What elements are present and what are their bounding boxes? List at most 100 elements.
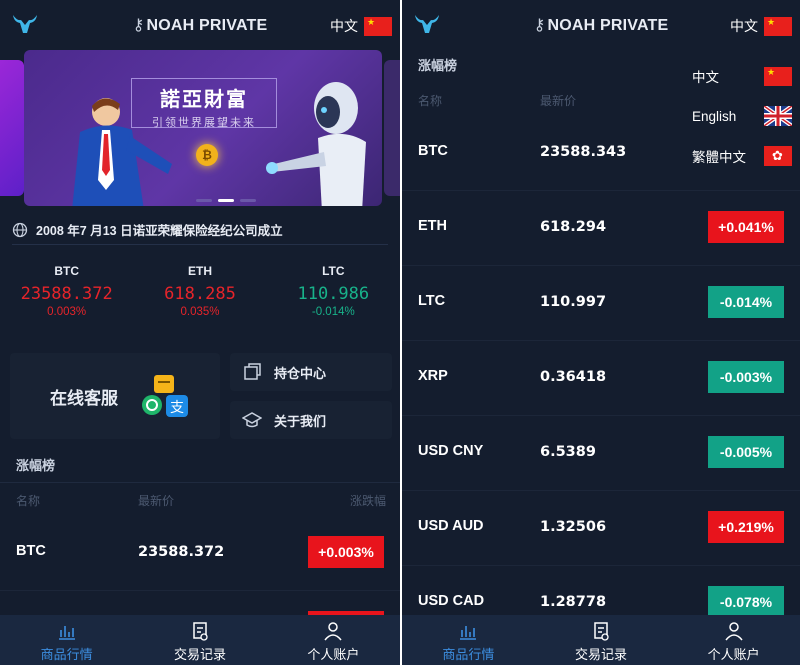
chat-apps-icon: 支 bbox=[142, 375, 188, 417]
user-icon bbox=[324, 622, 342, 641]
carousel-dot[interactable] bbox=[196, 199, 212, 202]
next-row-badge-edge bbox=[308, 611, 384, 615]
ticker-strip: BTC 23588.372 0.003% ETH 618.285 0.035% … bbox=[0, 260, 400, 330]
nav-market[interactable]: 商品行情 bbox=[0, 615, 133, 665]
nav-account[interactable]: 个人账户 bbox=[267, 615, 400, 665]
change-badge: -0.014% bbox=[708, 286, 784, 318]
bull-logo-icon[interactable] bbox=[12, 13, 38, 35]
carousel-dot[interactable] bbox=[240, 199, 256, 202]
online-service-card[interactable]: 在线客服 支 bbox=[10, 353, 220, 439]
change-badge: -0.005% bbox=[708, 436, 784, 468]
hong-kong-flag-icon bbox=[764, 146, 792, 166]
about-us-card[interactable]: 关于我们 bbox=[230, 401, 392, 439]
svg-text:支: 支 bbox=[170, 400, 184, 416]
gainers-section-title: 涨幅榜 bbox=[0, 455, 400, 474]
table-row[interactable]: USD AUD 1.32506 +0.219% bbox=[402, 491, 800, 566]
brand-title: ⚷ NOAH PRIVATE bbox=[0, 15, 400, 35]
language-switch[interactable]: 中文 bbox=[730, 16, 792, 36]
key-icon: ⚷ bbox=[132, 17, 145, 34]
home-screen: ⚷NOAH PRIVATE 中文 諾亞財富 引领世界展望未来 ₿ bbox=[0, 0, 400, 665]
graduation-cap-icon bbox=[242, 412, 262, 428]
nav-market-label: 商品行情 bbox=[442, 647, 495, 662]
row-price: 23588.372 bbox=[138, 544, 225, 560]
lang-option-label: English bbox=[692, 108, 737, 124]
nav-trades[interactable]: 交易记录 bbox=[133, 615, 266, 665]
records-icon bbox=[594, 622, 609, 641]
row-price: 0.36418 bbox=[540, 369, 607, 385]
table-row[interactable]: LTC 110.997 -0.014% bbox=[402, 266, 800, 341]
china-flag-icon bbox=[364, 16, 392, 36]
bitcoin-coin-icon: ₿ bbox=[196, 144, 218, 166]
language-label: 中文 bbox=[330, 18, 358, 34]
table-row[interactable]: ETH 618.294 +0.041% bbox=[402, 191, 800, 266]
ticker-eth[interactable]: ETH 618.285 0.035% bbox=[133, 260, 266, 330]
table-row[interactable]: USD CNY 6.5389 -0.005% bbox=[402, 416, 800, 491]
ticker-btc[interactable]: BTC 23588.372 0.003% bbox=[0, 260, 133, 330]
row-name: ETH bbox=[418, 218, 447, 234]
nav-trades[interactable]: 交易记录 bbox=[535, 615, 668, 665]
row-price: 1.32506 bbox=[540, 519, 607, 535]
banner-subtitle: 引领世界展望未来 bbox=[152, 117, 256, 129]
row-name: XRP bbox=[418, 368, 448, 384]
ticker-ltc[interactable]: LTC 110.986 -0.014% bbox=[267, 260, 400, 330]
nav-account-label: 个人账户 bbox=[307, 647, 360, 662]
table-row[interactable]: BTC 23588.343 bbox=[402, 116, 800, 191]
positions-label: 持仓中心 bbox=[274, 365, 327, 381]
records-icon bbox=[193, 622, 208, 641]
row-price: 6.5389 bbox=[540, 444, 596, 460]
announcement-bar[interactable]: 2008 年7 月13 日诺亚荣耀保险经纪公司成立 bbox=[12, 215, 388, 245]
banner-carousel[interactable]: 諾亞財富 引领世界展望未来 ₿ bbox=[0, 50, 400, 208]
language-dropdown: 中文 English 繁體中文 bbox=[692, 56, 792, 166]
businessman-illustration bbox=[72, 98, 172, 206]
positions-center-card[interactable]: 持仓中心 bbox=[230, 353, 392, 391]
language-switch[interactable]: 中文 bbox=[330, 16, 392, 36]
language-label: 中文 bbox=[730, 18, 758, 34]
col-price: 最新价 bbox=[540, 94, 577, 108]
carousel-dot-active[interactable] bbox=[218, 199, 234, 202]
table-row[interactable]: BTC 23588.372 +0.003% bbox=[0, 516, 400, 591]
globe-icon bbox=[12, 222, 28, 237]
top-bar: ⚷ NOAH PRIVATE 中文 bbox=[402, 0, 800, 50]
announcement-text: 2008 年7 月13 日诺亚荣耀保险经纪公司成立 bbox=[36, 224, 283, 238]
nav-trades-label: 交易记录 bbox=[575, 647, 628, 662]
change-badge: +0.003% bbox=[308, 536, 384, 568]
row-price: 110.997 bbox=[540, 294, 607, 310]
carousel-indicators bbox=[196, 199, 256, 202]
top-bar: ⚷ NOAH PRIVATE 中文 bbox=[0, 0, 400, 50]
about-us-label: 关于我们 bbox=[274, 413, 327, 429]
ticker-change: -0.014% bbox=[311, 306, 355, 318]
banner-next-slide bbox=[384, 60, 400, 196]
table-row[interactable]: XRP 0.36418 -0.003% bbox=[402, 341, 800, 416]
brand-text: NOAH PRIVATE bbox=[547, 17, 669, 34]
col-name: 名称 bbox=[16, 494, 41, 508]
row-name: USD AUD bbox=[418, 518, 484, 534]
nav-trades-label: 交易记录 bbox=[173, 647, 226, 662]
gainers-section-title: 涨幅榜 bbox=[402, 55, 800, 74]
lang-option-traditional[interactable]: 繁體中文 bbox=[692, 136, 792, 176]
china-flag-icon bbox=[764, 66, 792, 86]
row-name: LTC bbox=[418, 293, 446, 309]
row-price: 618.294 bbox=[540, 219, 607, 235]
row-name: BTC bbox=[16, 543, 46, 559]
change-badge: +0.219% bbox=[708, 511, 784, 543]
key-icon: ⚷ bbox=[533, 17, 546, 34]
bottom-nav: 商品行情 交易记录 个人账户 bbox=[402, 615, 800, 665]
row-price: 23588.343 bbox=[540, 144, 627, 160]
banner-title: 諾亞財富 bbox=[160, 89, 248, 111]
row-price: 1.28778 bbox=[540, 594, 607, 610]
divider bbox=[0, 482, 400, 483]
user-icon bbox=[725, 622, 743, 641]
change-badge: -0.003% bbox=[708, 361, 784, 393]
nav-market[interactable]: 商品行情 bbox=[402, 615, 535, 665]
bottom-nav: 商品行情 交易记录 个人账户 bbox=[0, 615, 400, 665]
col-change: 涨跌幅 bbox=[349, 494, 386, 508]
ticker-price: 23588.372 bbox=[20, 284, 113, 304]
lang-option-english[interactable]: English bbox=[692, 96, 792, 136]
lang-option-label: 中文 bbox=[692, 70, 719, 85]
bull-logo-icon[interactable] bbox=[414, 13, 440, 35]
change-badge: -0.078% bbox=[708, 586, 784, 618]
lang-option-chinese[interactable]: 中文 bbox=[692, 56, 792, 96]
banner-headline: 諾亞財富 引领世界展望未来 bbox=[131, 78, 277, 129]
nav-account[interactable]: 个人账户 bbox=[667, 615, 800, 665]
banner-slide[interactable]: 諾亞財富 引领世界展望未来 ₿ bbox=[24, 50, 382, 206]
